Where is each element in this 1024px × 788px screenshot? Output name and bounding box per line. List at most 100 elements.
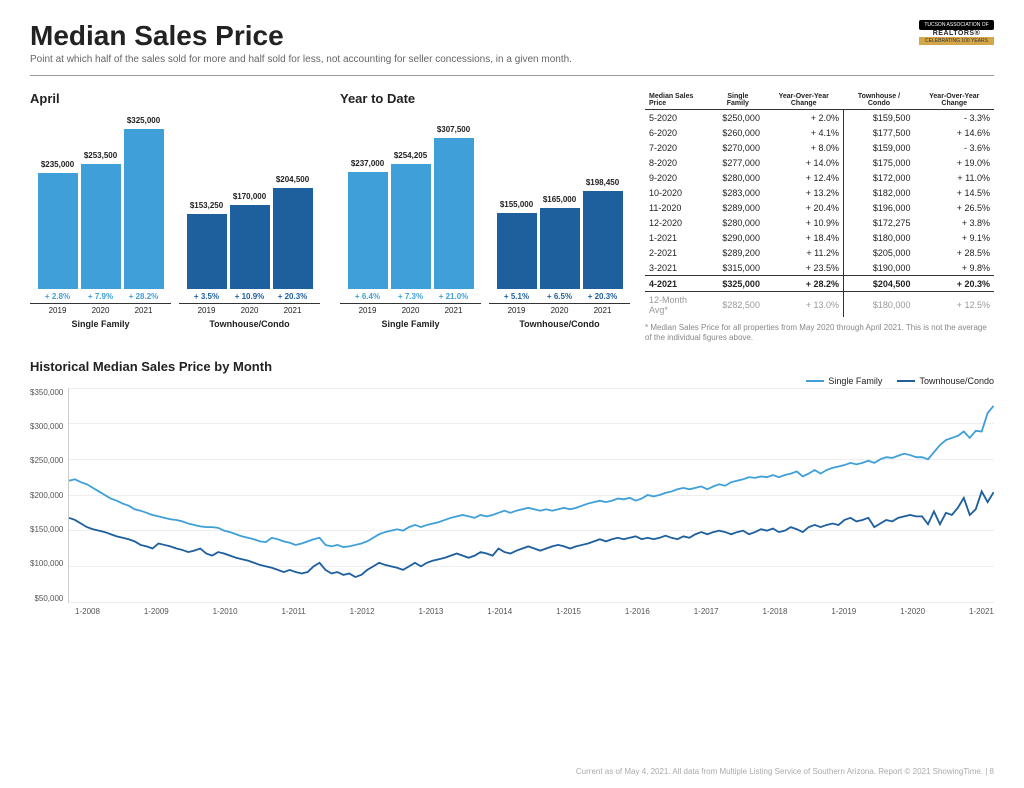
- bar-year-label: 2020: [230, 306, 270, 315]
- bar: $198,450: [583, 191, 623, 289]
- table-row: 2-2021$289,200+ 11.2%$205,000+ 28.5%: [645, 245, 994, 260]
- bar: $153,250: [187, 214, 227, 289]
- x-tick-label: 1-2014: [487, 607, 512, 616]
- bar-year-label: 2021: [583, 306, 623, 315]
- bar-pct-label: + 6.5%: [540, 292, 580, 301]
- page-subtitle: Point at which half of the sales sold fo…: [30, 54, 572, 65]
- bar-set-label: Single Family: [340, 319, 481, 329]
- table-row: 5-2020$250,000+ 2.0%$159,500- 3.3%: [645, 110, 994, 126]
- bar-value-label: $307,500: [437, 125, 470, 134]
- table-header: Townhouse / Condo: [843, 91, 914, 110]
- table-footnote: * Median Sales Price for all properties …: [645, 323, 994, 344]
- y-tick-label: $100,000: [30, 559, 63, 568]
- bar-value-label: $237,000: [351, 159, 384, 168]
- bar: $170,000: [230, 205, 270, 289]
- table-row: 7-2020$270,000+ 8.0%$159,000- 3.6%: [645, 140, 994, 155]
- bar-chart-title: Year to Date: [340, 91, 630, 106]
- realtors-logo: TUCSON ASSOCIATION OF REALTORS® CELEBRAT…: [919, 20, 994, 60]
- line-chart-title: Historical Median Sales Price by Month: [30, 359, 994, 374]
- bar-value-label: $204,500: [276, 175, 309, 184]
- bar-pct-label: + 7.9%: [81, 292, 121, 301]
- x-tick-label: 1-2008: [75, 607, 100, 616]
- bar-year-label: 2020: [81, 306, 121, 315]
- table-row: 1-2021$290,000+ 18.4%$180,000+ 9.1%: [645, 230, 994, 245]
- bar-value-label: $235,000: [41, 160, 74, 169]
- bar-value-label: $155,000: [500, 200, 533, 209]
- table-row: 3-2021$315,000+ 23.5%$190,000+ 9.8%: [645, 260, 994, 276]
- bar-year-label: 2019: [187, 306, 227, 315]
- grid-line: [69, 602, 994, 603]
- bar-pct-label: + 28.2%: [124, 292, 164, 301]
- table-header: Year-Over-Year Change: [764, 91, 844, 110]
- bar: $253,500: [81, 164, 121, 289]
- bar-year-label: 2021: [273, 306, 313, 315]
- y-tick-label: $50,000: [30, 594, 63, 603]
- table-header: Single Family: [712, 91, 764, 110]
- bar: $155,000: [497, 213, 537, 289]
- bar-set: $237,000$254,205$307,500+ 6.4%+ 7.3%+ 21…: [340, 114, 481, 329]
- bar-value-label: $198,450: [586, 178, 619, 187]
- legend-swatch: [897, 380, 915, 382]
- bar-value-label: $253,500: [84, 151, 117, 160]
- bar-year-label: 2021: [434, 306, 474, 315]
- bar-year-label: 2019: [348, 306, 388, 315]
- table-header: Year-Over-Year Change: [914, 91, 994, 110]
- x-tick-label: 1-2016: [625, 607, 650, 616]
- bar-pct-label: + 5.1%: [497, 292, 537, 301]
- bar-pct-label: + 2.8%: [38, 292, 78, 301]
- y-tick-label: $350,000: [30, 388, 63, 397]
- x-tick-label: 1-2019: [831, 607, 856, 616]
- y-axis: $350,000$300,000$250,000$200,000$150,000…: [30, 388, 68, 603]
- bar-set-label: Townhouse/Condo: [179, 319, 320, 329]
- bar-year-label: 2020: [391, 306, 431, 315]
- bar: $204,500: [273, 188, 313, 289]
- bar-pct-label: + 20.3%: [273, 292, 313, 301]
- table-row: 10-2020$283,000+ 13.2%$182,000+ 14.5%: [645, 185, 994, 200]
- bar-value-label: $254,205: [394, 151, 427, 160]
- page-footer: Current as of May 4, 2021. All data from…: [576, 767, 994, 776]
- x-tick-label: 1-2015: [556, 607, 581, 616]
- bar-year-label: 2019: [38, 306, 78, 315]
- bar-charts-container: April$235,000$253,500$325,000+ 2.8%+ 7.9…: [30, 91, 630, 344]
- table-row: 12-2020$280,000+ 10.9%$172,275+ 3.8%: [645, 215, 994, 230]
- line-chart-section: Historical Median Sales Price by Month S…: [30, 359, 994, 616]
- bar-pct-label: + 20.3%: [583, 292, 623, 301]
- data-table: Median Sales PriceSingle FamilyYear-Over…: [645, 91, 994, 344]
- bar: $307,500: [434, 138, 474, 289]
- y-tick-label: $250,000: [30, 456, 63, 465]
- legend-swatch: [806, 380, 824, 382]
- top-section: April$235,000$253,500$325,000+ 2.8%+ 7.9…: [30, 91, 994, 344]
- bar-value-label: $153,250: [190, 201, 223, 210]
- line-plot: [68, 388, 994, 603]
- page-header: Median Sales Price Point at which half o…: [30, 20, 994, 76]
- y-tick-label: $150,000: [30, 525, 63, 534]
- bar: $237,000: [348, 172, 388, 289]
- line-chart-legend: Single FamilyTownhouse/Condo: [30, 376, 994, 386]
- bar-year-label: 2020: [540, 306, 580, 315]
- bar-chart-group: April$235,000$253,500$325,000+ 2.8%+ 7.9…: [30, 91, 320, 344]
- bar-set: $235,000$253,500$325,000+ 2.8%+ 7.9%+ 28…: [30, 114, 171, 329]
- bar-set-label: Townhouse/Condo: [489, 319, 630, 329]
- x-tick-label: 1-2010: [213, 607, 238, 616]
- x-tick-label: 1-2009: [144, 607, 169, 616]
- bar-year-label: 2021: [124, 306, 164, 315]
- x-tick-label: 1-2018: [763, 607, 788, 616]
- bar-value-label: $325,000: [127, 116, 160, 125]
- line-series: [69, 406, 994, 547]
- bar-pct-label: + 21.0%: [434, 292, 474, 301]
- bar-value-label: $165,000: [543, 195, 576, 204]
- bar-pct-label: + 6.4%: [348, 292, 388, 301]
- bar-set: $153,250$170,000$204,500+ 3.5%+ 10.9%+ 2…: [179, 114, 320, 329]
- bar-value-label: $170,000: [233, 192, 266, 201]
- line-series: [69, 491, 994, 577]
- bar: $235,000: [38, 173, 78, 289]
- x-tick-label: 1-2017: [694, 607, 719, 616]
- table-row: 9-2020$280,000+ 12.4%$172,000+ 11.0%: [645, 170, 994, 185]
- bar-year-label: 2019: [497, 306, 537, 315]
- table-row: 6-2020$260,000+ 4.1%$177,500+ 14.6%: [645, 125, 994, 140]
- table-row-avg: 12-Month Avg*$282,500+ 13.0%$180,000+ 12…: [645, 292, 994, 318]
- table-row-current: 4-2021$325,000+ 28.2%$204,500+ 20.3%: [645, 276, 994, 292]
- y-tick-label: $200,000: [30, 491, 63, 500]
- table-header: Median Sales Price: [645, 91, 712, 110]
- x-tick-label: 1-2011: [281, 607, 305, 616]
